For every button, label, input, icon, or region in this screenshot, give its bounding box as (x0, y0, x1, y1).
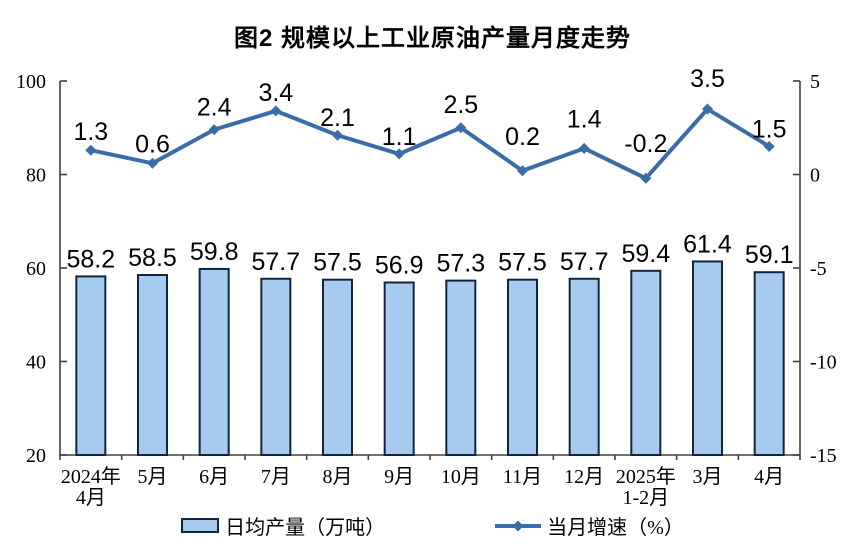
legend-bar-label: 日均产量（万吨） (225, 517, 386, 539)
svg-text:59.1: 59.1 (745, 241, 794, 269)
svg-text:1-2月: 1-2月 (622, 487, 669, 509)
axes (59, 80, 801, 460)
bar (322, 278, 353, 456)
svg-text:5: 5 (810, 71, 820, 93)
svg-text:1.3: 1.3 (73, 118, 108, 146)
line-marker (332, 129, 343, 141)
line-marker (270, 105, 282, 117)
line-group (85, 103, 775, 184)
svg-text:0.6: 0.6 (135, 130, 170, 158)
bar (137, 274, 168, 457)
svg-text:61.4: 61.4 (683, 230, 732, 258)
svg-text:59.8: 59.8 (190, 238, 239, 266)
svg-text:8月: 8月 (323, 466, 353, 488)
line-value-labels: 1.3 0.6 2.4 3.4 2.1 1.1 2.5 0.2 1.4 -0.2 3.5 1.5 (73, 65, 786, 158)
svg-text:3月: 3月 (693, 466, 723, 488)
svg-text:1.1: 1.1 (382, 123, 417, 151)
y-axis-right-labels: -15 -10 -5 0 5 (810, 71, 837, 467)
bar (260, 277, 292, 456)
svg-text:58.5: 58.5 (128, 244, 177, 272)
svg-text:-5: -5 (810, 258, 827, 280)
svg-text:40: 40 (26, 352, 46, 374)
svg-text:100: 100 (16, 71, 46, 93)
bar (692, 260, 723, 456)
svg-text:57.5: 57.5 (313, 249, 362, 277)
svg-text:3.5: 3.5 (690, 65, 725, 93)
line-marker (208, 124, 220, 136)
bar (75, 275, 107, 457)
svg-text:56.9: 56.9 (375, 251, 424, 279)
line-marker (578, 142, 590, 154)
svg-text:0: 0 (810, 165, 820, 187)
svg-text:0.2: 0.2 (505, 123, 540, 151)
svg-text:57.7: 57.7 (560, 248, 609, 276)
bars-group (75, 260, 785, 457)
svg-text:57.7: 57.7 (251, 248, 300, 276)
line-marker (455, 122, 467, 134)
bar (568, 277, 600, 456)
svg-text:3.4: 3.4 (258, 79, 293, 107)
bar (753, 271, 785, 456)
line-marker (763, 140, 775, 152)
svg-text:5月: 5月 (138, 466, 168, 488)
svg-text:57.5: 57.5 (498, 249, 547, 277)
svg-text:20: 20 (26, 445, 46, 467)
svg-text:2025年: 2025年 (616, 465, 676, 488)
bar-value-labels: 58.2 58.5 59.8 57.7 57.5 56.9 57.3 57.5 57.7 59.4… (66, 230, 793, 279)
svg-text:1.4: 1.4 (567, 105, 602, 133)
line-marker (393, 148, 405, 160)
svg-text:-15: -15 (810, 445, 837, 467)
bar (630, 269, 662, 456)
svg-text:2.4: 2.4 (197, 94, 232, 122)
line-marker-icon (495, 520, 542, 531)
svg-text:80: 80 (26, 165, 46, 187)
legend-item-line: 当月增速（%） (495, 511, 684, 540)
bar-swatch-icon (181, 518, 220, 533)
svg-text:2.1: 2.1 (320, 104, 355, 132)
legend-item-bar: 日均产量（万吨） (181, 511, 385, 540)
line-marker (640, 172, 652, 184)
bar (383, 281, 415, 456)
svg-text:57.3: 57.3 (436, 250, 485, 278)
svg-text:-10: -10 (810, 352, 837, 374)
svg-text:59.4: 59.4 (621, 240, 670, 268)
svg-text:12月: 12月 (564, 466, 604, 488)
svg-text:2024年: 2024年 (61, 465, 121, 488)
svg-text:60: 60 (26, 258, 46, 280)
line-marker (517, 165, 528, 177)
svg-text:11月: 11月 (503, 466, 542, 488)
y-axis-left-labels: 20 40 60 80 100 (16, 71, 46, 467)
legend: 日均产量（万吨） 当月增速（%） (0, 511, 865, 540)
svg-text:10月: 10月 (441, 466, 481, 488)
svg-text:7月: 7月 (261, 466, 291, 488)
bar (445, 279, 477, 456)
legend-line-label: 当月增速（%） (547, 517, 684, 539)
svg-text:4月: 4月 (76, 487, 106, 509)
bar (198, 267, 230, 456)
svg-text:4月: 4月 (754, 466, 784, 488)
chart-title: 图2 规模以上工业原油产量月度走势 (233, 25, 631, 52)
svg-text:6月: 6月 (199, 466, 229, 488)
line-marker (85, 144, 97, 156)
svg-text:2.5: 2.5 (443, 91, 478, 119)
svg-text:-0.2: -0.2 (624, 130, 667, 158)
bar (507, 278, 538, 456)
line-marker (702, 103, 713, 115)
line-marker (147, 157, 158, 169)
svg-text:58.2: 58.2 (66, 245, 115, 273)
svg-text:9月: 9月 (384, 466, 414, 488)
svg-text:1.5: 1.5 (752, 115, 787, 143)
